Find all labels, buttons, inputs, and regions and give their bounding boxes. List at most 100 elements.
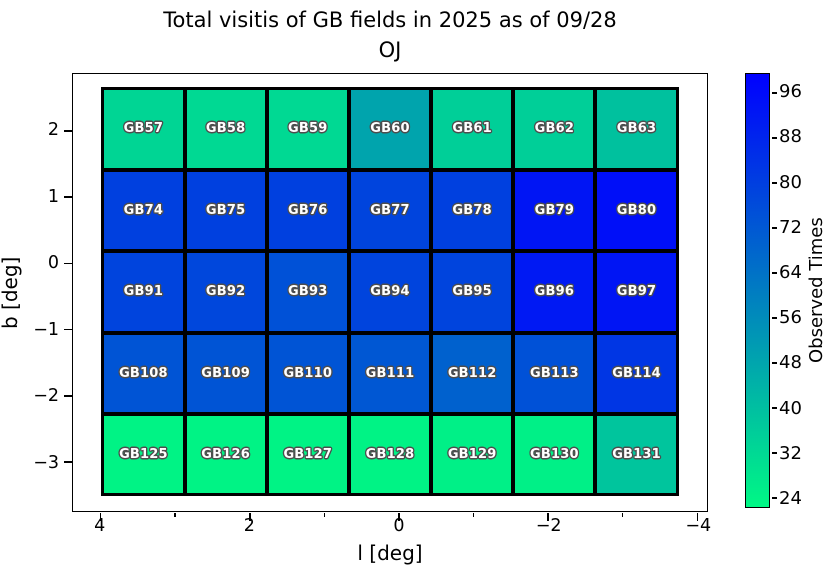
x-minor-tick-mark xyxy=(472,512,475,517)
x-tick-mark xyxy=(696,512,699,521)
heatmap-cell-label: GB94 xyxy=(370,284,410,300)
colorbar-tick-label: 24 xyxy=(779,488,802,510)
heatmap-cell: GB96 xyxy=(513,251,596,333)
colorbar-tick-label: 64 xyxy=(779,262,802,284)
heatmap-cell-label: GB57 xyxy=(123,121,164,137)
heatmap-cell-label: GB126 xyxy=(201,447,250,463)
colorbar-tick-label: 56 xyxy=(779,307,802,329)
heatmap-cell-label: GB91 xyxy=(123,284,164,300)
x-tick-label: 2 xyxy=(243,516,255,536)
heatmap-cell: GB97 xyxy=(595,251,678,333)
heatmap-cell-label: GB79 xyxy=(534,202,575,218)
colorbar-label: Observed Times xyxy=(806,217,827,364)
heatmap-cell-label: GB80 xyxy=(616,202,657,218)
heatmap-cell: GB77 xyxy=(348,169,432,252)
y-tick-mark xyxy=(63,394,72,397)
heatmap-cell-label: GB74 xyxy=(123,202,164,218)
colorbar-tick-label: 48 xyxy=(779,352,802,374)
colorbar-tick-label: 88 xyxy=(779,126,802,148)
heatmap-cell-label: GB63 xyxy=(616,121,657,137)
heatmap-cell-label: GB92 xyxy=(205,284,246,300)
heatmap-cell: GB108 xyxy=(102,332,185,414)
colorbar-tick-mark xyxy=(771,182,777,184)
heatmap-cell-label: GB113 xyxy=(530,365,579,381)
x-tick-label: −4 xyxy=(685,516,712,536)
y-tick-label: 1 xyxy=(47,186,59,207)
heatmap-cell: GB58 xyxy=(184,88,267,170)
heatmap-cell: GB57 xyxy=(102,88,185,170)
heatmap-cell: GB112 xyxy=(431,332,514,414)
heatmap-cell-label: GB78 xyxy=(452,202,492,218)
heatmap-cell: GB63 xyxy=(595,88,678,170)
y-tick-mark xyxy=(63,328,72,331)
colorbar-tick-mark xyxy=(771,362,777,364)
y-axis-label: b [deg] xyxy=(0,256,22,329)
x-tick-mark xyxy=(99,512,102,521)
colorbar-tick-mark xyxy=(771,272,777,274)
y-tick-mark xyxy=(63,262,72,265)
heatmap-cell-label: GB62 xyxy=(534,121,575,137)
heatmap-cell-label: GB93 xyxy=(288,284,328,300)
heatmap-cell: GB128 xyxy=(348,413,432,496)
colorbar-tick-label: 32 xyxy=(779,442,802,464)
x-minor-tick-mark xyxy=(174,512,176,517)
x-tick-label: 4 xyxy=(94,516,106,536)
colorbar-tick-mark xyxy=(771,452,777,454)
heatmap-cell-label: GB95 xyxy=(452,284,492,300)
x-tick-mark xyxy=(547,512,549,521)
heatmap-cell-label: GB125 xyxy=(119,447,168,463)
heatmap-cell: GB131 xyxy=(595,413,678,496)
heatmap-cell: GB109 xyxy=(184,332,267,414)
heatmap-cell: GB111 xyxy=(348,332,432,414)
heatmap-cell: GB92 xyxy=(184,251,267,333)
heatmap-cell-label: GB114 xyxy=(612,365,661,381)
y-tick-label: −2 xyxy=(33,386,59,407)
heatmap-cell-label: GB97 xyxy=(616,284,657,300)
heatmap-cell: GB74 xyxy=(102,169,185,252)
heatmap-cell: GB129 xyxy=(431,413,514,496)
heatmap-cell: GB95 xyxy=(431,251,514,333)
heatmap-cell: GB127 xyxy=(266,413,349,496)
heatmap-cell-label: GB127 xyxy=(283,447,333,463)
heatmap-cell-label: GB108 xyxy=(119,365,168,381)
heatmap-cell: GB79 xyxy=(513,169,596,252)
heatmap-cell: GB110 xyxy=(266,332,349,414)
heatmap-cell-label: GB61 xyxy=(452,121,492,137)
x-tick-label: −2 xyxy=(535,516,562,536)
y-tick-mark xyxy=(63,130,72,132)
heatmap-cell: GB130 xyxy=(513,413,596,496)
colorbar-tick-mark xyxy=(771,407,777,409)
heatmap-cell-label: GB76 xyxy=(288,202,328,218)
colorbar-tick-mark xyxy=(771,227,777,229)
heatmap-cell-label: GB112 xyxy=(447,365,497,381)
colorbar xyxy=(745,73,777,508)
heatmap-cell: GB94 xyxy=(348,251,432,333)
colorbar-tick-label: 80 xyxy=(779,171,802,193)
y-tick-label: 2 xyxy=(47,120,59,141)
heatmap-cell: GB91 xyxy=(102,251,185,333)
heatmap-cell-label: GB129 xyxy=(447,447,497,463)
heatmap-cell-label: GB96 xyxy=(534,284,575,300)
colorbar-tick-mark xyxy=(771,497,777,499)
heatmap-cell: GB75 xyxy=(184,169,267,252)
chart-title-line2: OJ xyxy=(378,37,402,62)
y-tick-label: 0 xyxy=(47,253,59,274)
chart-title-line1: Total visitis of GB fields in 2025 as of… xyxy=(163,8,617,32)
heatmap-cell-label: GB131 xyxy=(612,447,661,463)
y-tick-mark xyxy=(63,461,72,463)
heatmap-cell-label: GB111 xyxy=(365,365,415,381)
colorbar-tick-label: 40 xyxy=(779,397,802,419)
heatmap-cell: GB59 xyxy=(266,88,349,170)
heatmap-cell: GB76 xyxy=(266,169,349,252)
heatmap-cell-label: GB58 xyxy=(205,121,246,137)
plot-area: GB57 GB58 GB59 GB60 GB61 GB62 GB63 GB74 GB75 GB76… xyxy=(63,73,708,521)
heatmap-cell-label: GB60 xyxy=(370,121,410,137)
y-tick-mark xyxy=(63,196,72,198)
heatmap-cell-label: GB130 xyxy=(530,447,579,463)
heatmap-cell: GB125 xyxy=(102,413,185,496)
y-tick-label: −1 xyxy=(33,319,59,340)
heatmap-cell: GB62 xyxy=(513,88,596,170)
chart-title: Total visitis of GB fields in 2025 as of… xyxy=(60,6,720,66)
x-axis-label: l [deg] xyxy=(357,541,423,565)
